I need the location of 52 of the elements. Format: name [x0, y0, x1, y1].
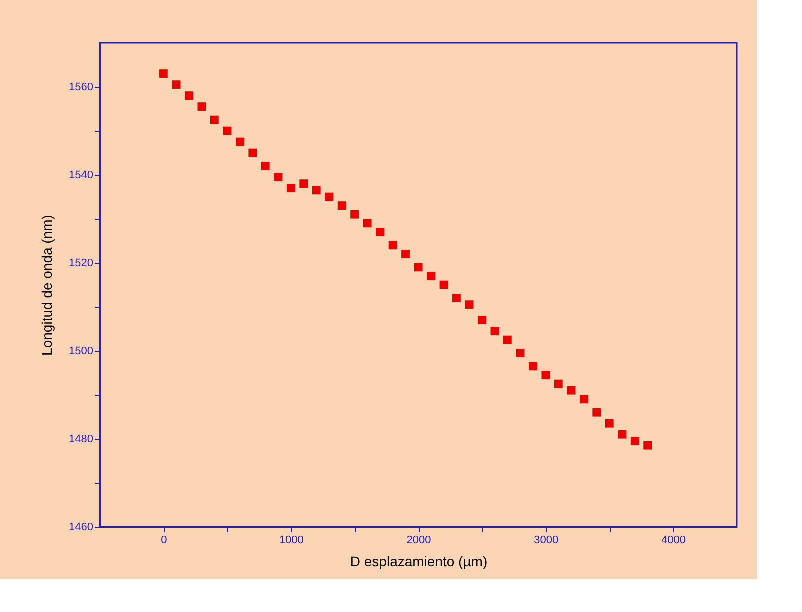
y-tick-label: 1540 [69, 170, 94, 182]
point [248, 148, 258, 158]
x-tick-label: 2000 [406, 534, 432, 546]
y-tick-label: 1560 [69, 82, 94, 94]
point [402, 250, 410, 258]
point [184, 92, 194, 100]
point [350, 210, 359, 219]
point [223, 126, 232, 136]
point [388, 241, 398, 250]
point [516, 349, 525, 358]
y-axis-title: Longitud de onda (nm) [39, 215, 56, 356]
point [274, 173, 283, 182]
point [478, 316, 486, 324]
point [198, 102, 206, 111]
point [592, 408, 602, 417]
x-tick-label: 3000 [534, 534, 559, 546]
point [528, 362, 538, 371]
point [630, 437, 640, 446]
point [452, 294, 461, 302]
point [440, 280, 448, 290]
point [465, 300, 474, 309]
y-tick-label: 1480 [69, 434, 94, 446]
point [618, 430, 627, 439]
point [286, 184, 296, 192]
point [427, 272, 436, 280]
point [261, 162, 270, 170]
x-tick-label: 0 [161, 534, 168, 546]
point [542, 371, 550, 380]
point [236, 138, 244, 146]
x-axis-title: D esplazamiento (µm) [350, 554, 488, 570]
point [363, 219, 372, 228]
point [160, 70, 168, 78]
x-tick-label: 4000 [662, 534, 686, 546]
point [300, 180, 308, 188]
point [338, 202, 346, 210]
point [312, 186, 321, 195]
point [172, 80, 181, 89]
point [580, 395, 588, 404]
point [490, 327, 500, 336]
point [503, 336, 512, 344]
point [554, 380, 563, 388]
point [376, 228, 384, 236]
point [605, 419, 614, 428]
point [325, 192, 334, 202]
y-tick-label: 1500 [69, 346, 94, 358]
point [644, 441, 652, 450]
y-tick-label: 1520 [69, 258, 94, 270]
y-tick-label: 1460 [69, 522, 94, 534]
point [414, 263, 423, 272]
x-tick-label: 1000 [279, 534, 304, 546]
point [210, 116, 219, 124]
point [567, 386, 576, 395]
